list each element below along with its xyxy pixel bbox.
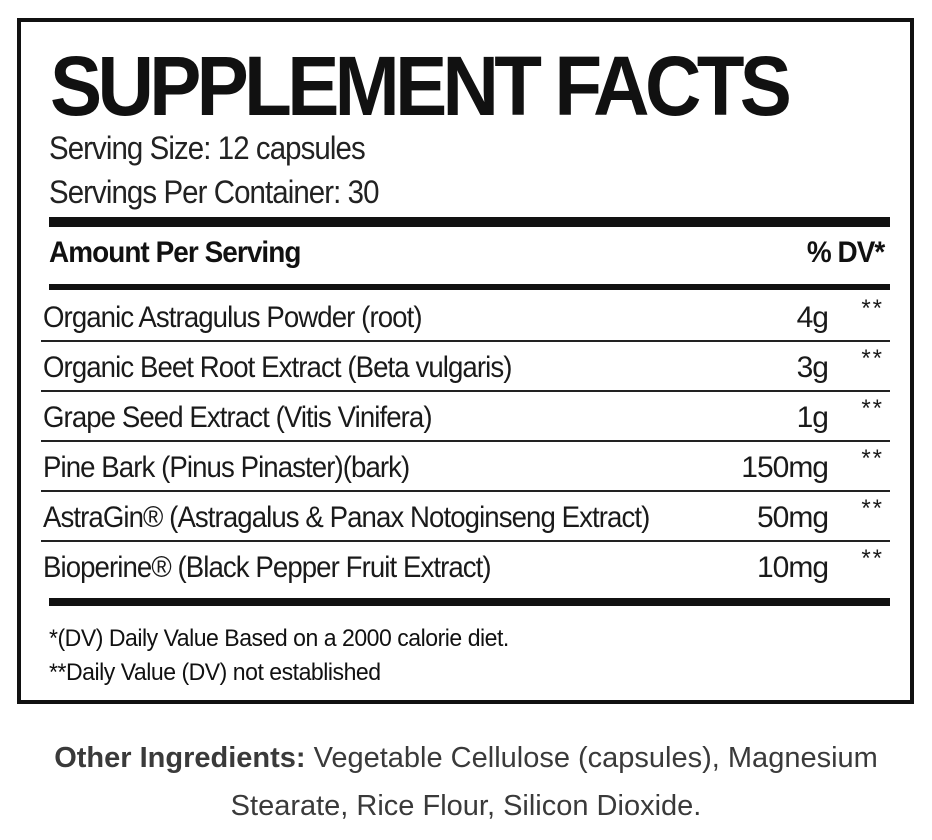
other-ingredients-label: Other Ingredients: [54, 742, 306, 774]
divider-header [49, 284, 890, 290]
serving-size: Serving Size: 12 capsules [49, 130, 366, 166]
panel-title: SUPPLEMENT FACTS [50, 39, 792, 133]
ingredient-dv: ** [861, 495, 884, 522]
ingredient-name: Organic Beet Root Extract (Beta vulgaris… [43, 351, 512, 384]
ingredient-amount: 50mg [756, 501, 829, 534]
other-ingredients: Other Ingredients: Vegetable Cellulose (… [20, 734, 912, 830]
dv-footnote: *(DV) Daily Value Based on a 2000 calori… [49, 625, 509, 652]
ingredient-name: Pine Bark (Pinus Pinaster)(bark) [43, 451, 410, 484]
ingredient-name: Bioperine® (Black Pepper Fruit Extract) [43, 551, 492, 584]
row-divider [41, 540, 890, 542]
ingredient-amount: 150mg [741, 451, 829, 484]
not-established-footnote: **Daily Value (DV) not established [49, 659, 381, 686]
ingredient-amount: 3g [796, 351, 829, 384]
servings-per-container: Servings Per Container: 30 [49, 174, 379, 210]
amount-per-serving-header: Amount Per Serving [49, 236, 301, 269]
ingredient-dv: ** [861, 295, 884, 322]
ingredient-row: Grape Seed Extract (Vitis Vinifera) 1g *… [41, 392, 890, 442]
ingredient-row: Pine Bark (Pinus Pinaster)(bark) 150mg *… [41, 442, 890, 492]
daily-value-header: % DV* [806, 236, 884, 269]
ingredient-dv: ** [861, 395, 884, 422]
row-divider [41, 390, 890, 392]
row-divider [41, 490, 890, 492]
row-divider [41, 340, 890, 342]
ingredient-dv: ** [861, 445, 884, 472]
divider-thick [49, 217, 890, 227]
ingredient-name: Grape Seed Extract (Vitis Vinifera) [43, 401, 433, 434]
ingredient-name: AstraGin® (Astragalus & Panax Notoginsen… [43, 501, 650, 534]
ingredient-name: Organic Astragulus Powder (root) [43, 301, 423, 334]
ingredient-row: Organic Beet Root Extract (Beta vulgaris… [41, 342, 890, 392]
ingredient-dv: ** [861, 345, 884, 372]
ingredient-row: AstraGin® (Astragalus & Panax Notoginsen… [41, 492, 890, 542]
other-ingredients-text: Vegetable Cellulose (capsules), Magnesiu… [230, 742, 878, 822]
ingredient-amount: 4g [796, 301, 829, 334]
ingredient-amount: 10mg [756, 551, 829, 584]
supplement-facts-panel: SUPPLEMENT FACTS Serving Size: 12 capsul… [17, 18, 914, 704]
ingredient-row: Bioperine® (Black Pepper Fruit Extract) … [41, 542, 890, 592]
ingredient-amount: 1g [796, 401, 829, 434]
row-divider [41, 440, 890, 442]
ingredient-dv: ** [861, 545, 884, 572]
ingredient-row: Organic Astragulus Powder (root) 4g ** [41, 292, 890, 342]
divider-footer [49, 598, 890, 606]
